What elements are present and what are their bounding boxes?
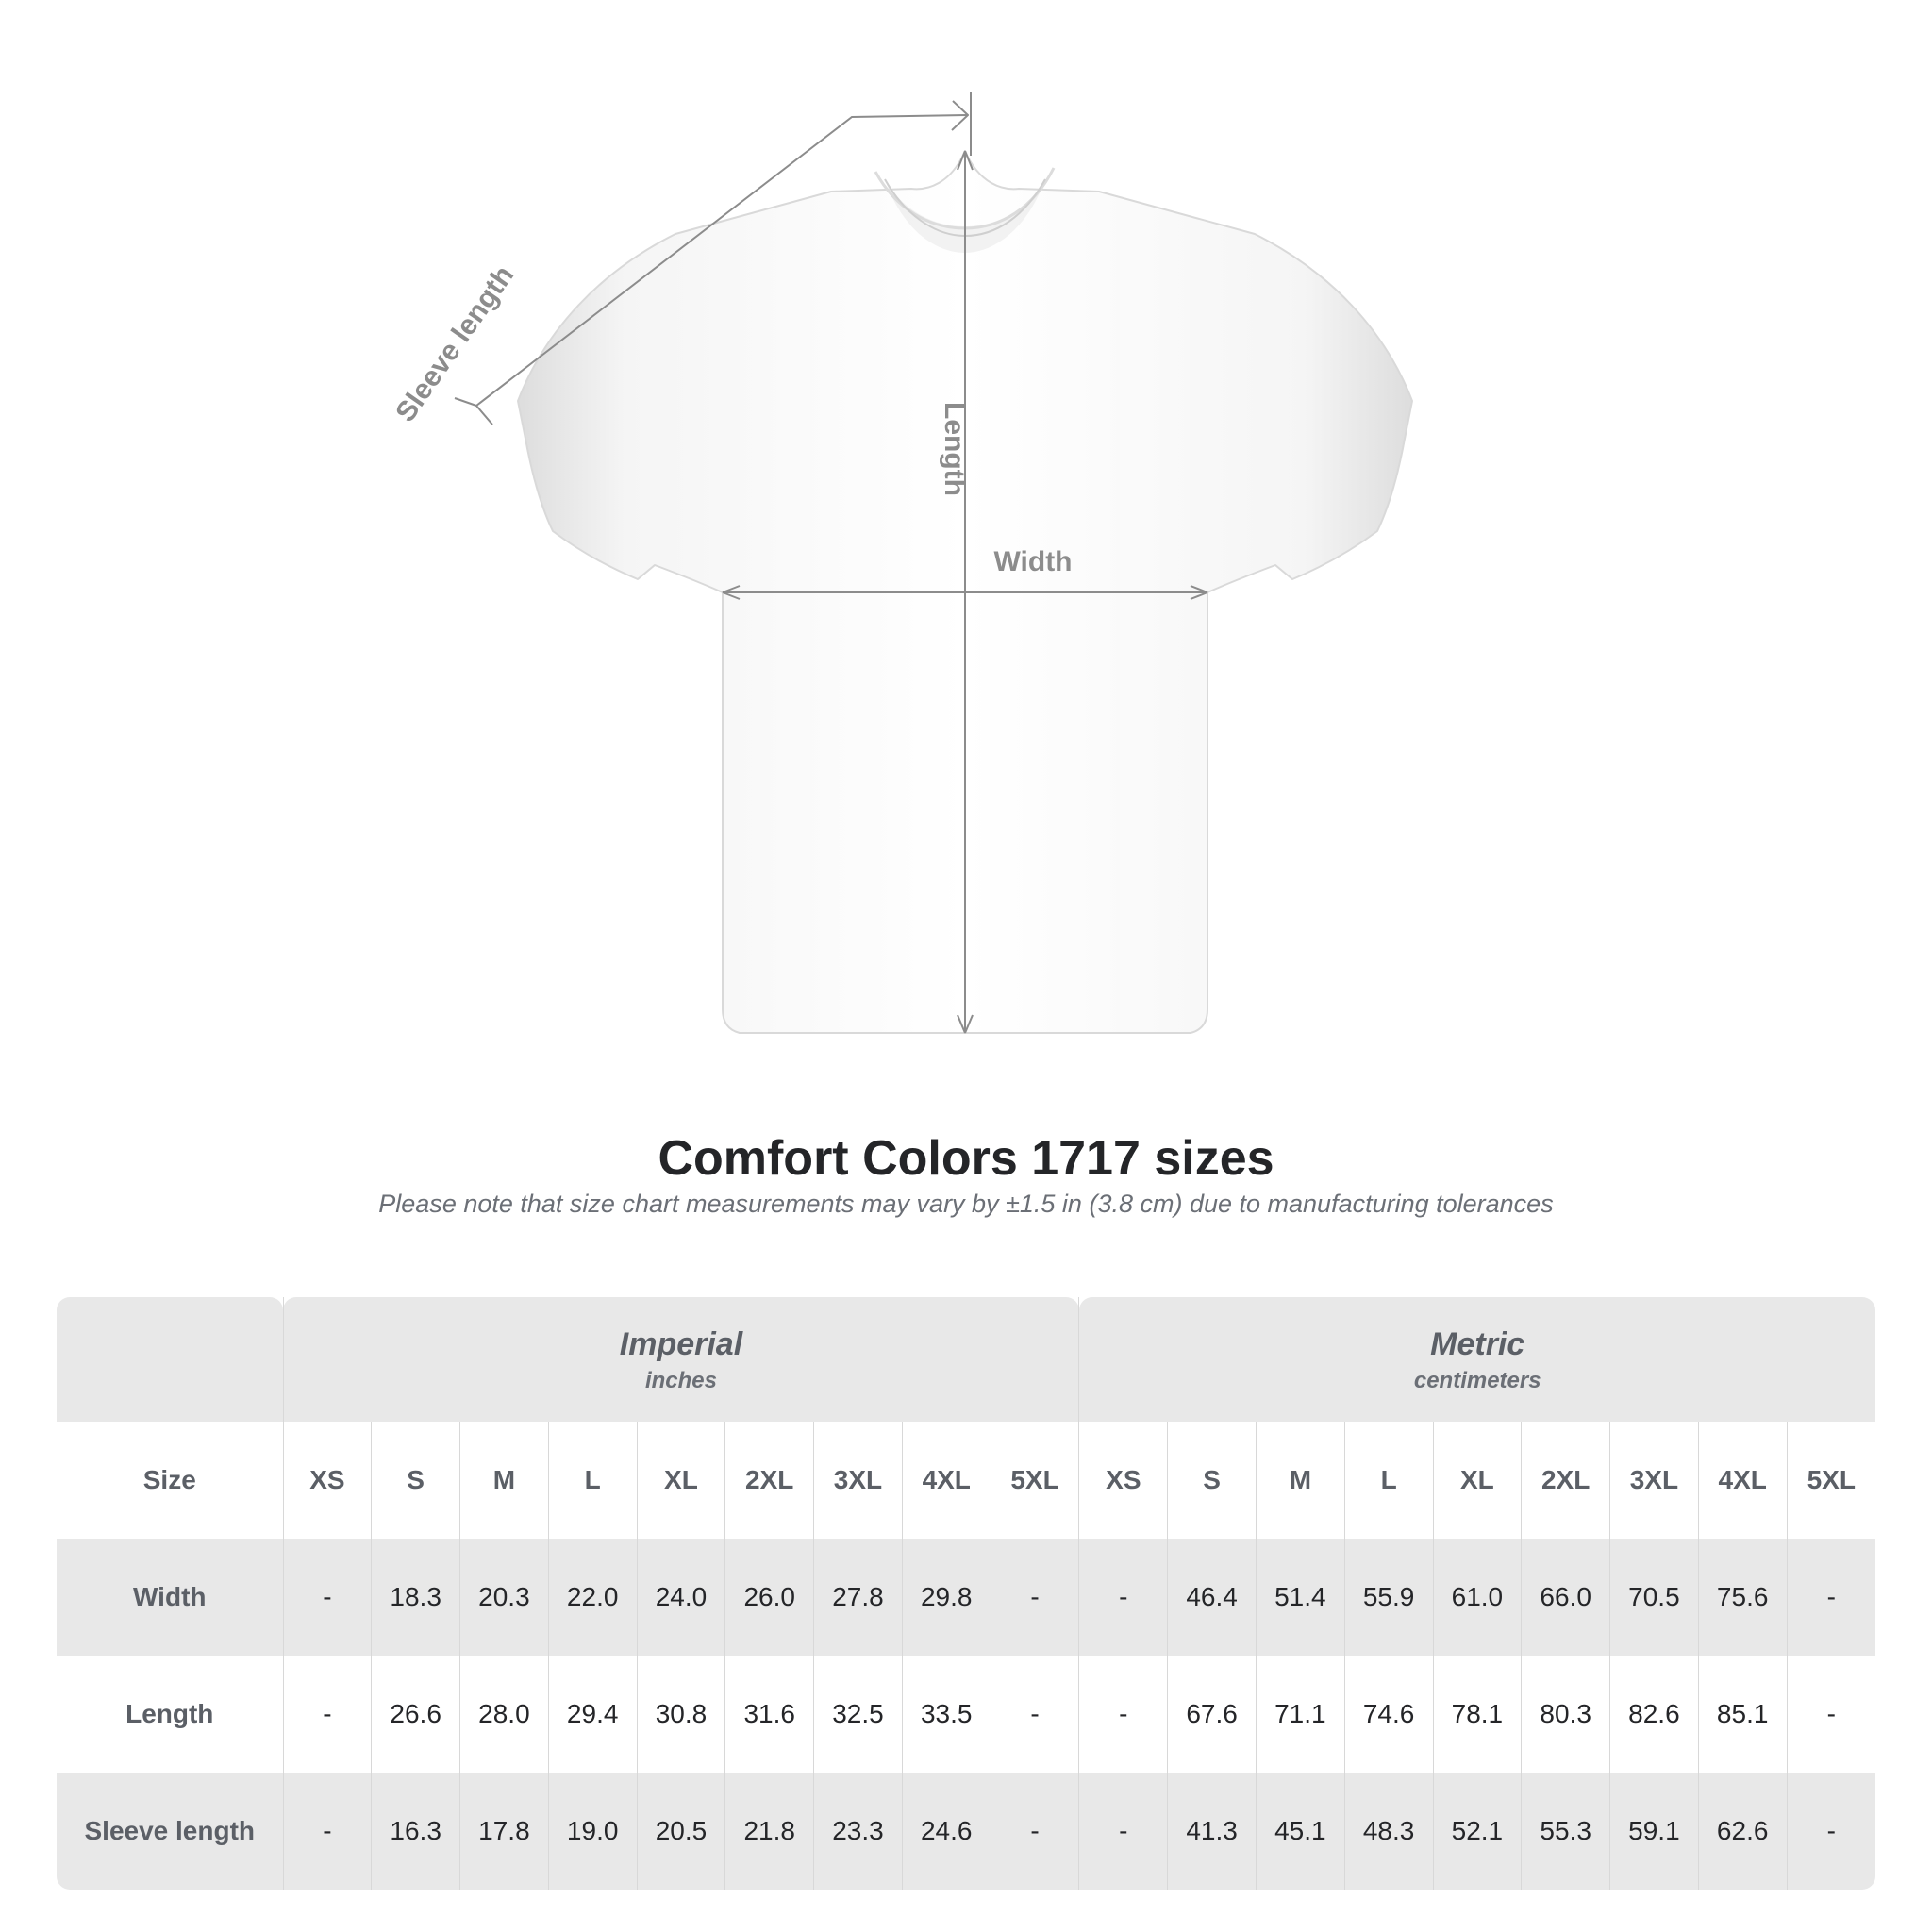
svg-text:Length: Length	[939, 402, 970, 496]
svg-text:Width: Width	[993, 546, 1072, 577]
svg-text:Sleeve length: Sleeve length	[390, 260, 520, 427]
